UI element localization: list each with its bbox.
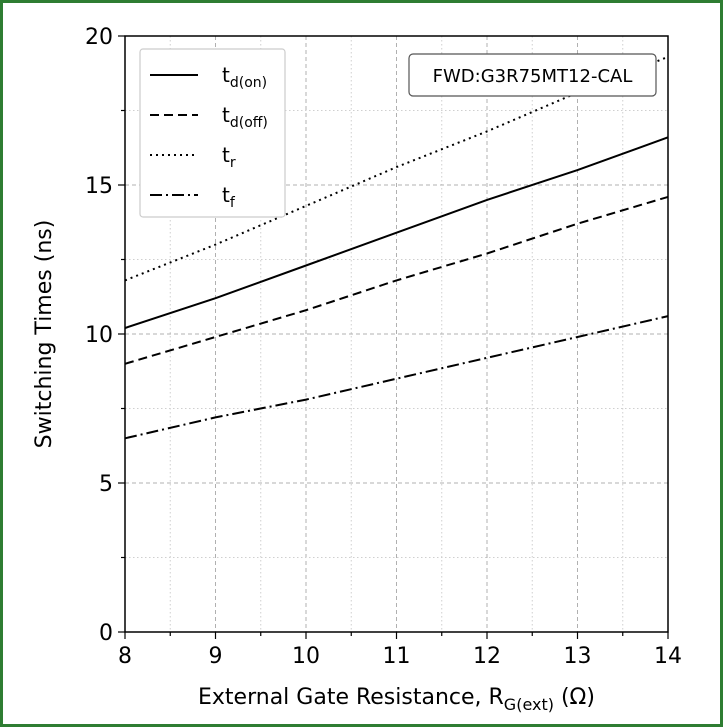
y-axis-label: Switching Times (ns)	[32, 220, 57, 449]
x-tick-label: 12	[473, 644, 501, 669]
series-line-don	[124, 136, 669, 329]
series-line-r	[124, 55, 669, 282]
series-line-doff	[124, 195, 669, 365]
x-axis-label: External Gate Resistance, RG(ext) (Ω)	[198, 685, 595, 714]
y-tick-label: 0	[99, 621, 113, 646]
legend-label: td(off)	[222, 103, 268, 131]
x-tick-label: 14	[654, 644, 682, 669]
x-tick-label: 11	[383, 644, 411, 669]
x-tick-label: 8	[118, 644, 132, 669]
x-axis-label-sub: G(ext)	[504, 695, 554, 714]
axis-ticks: 8 9 10 11 12 13 14 0 5 10 15 20	[85, 25, 682, 669]
y-tick-label: 5	[99, 472, 113, 497]
y-tick-label: 15	[85, 174, 113, 199]
x-tick-label: 10	[292, 644, 320, 669]
y-tick-label: 10	[85, 323, 113, 348]
x-tick-label: 9	[209, 644, 223, 669]
legend-label: tf	[222, 183, 236, 211]
x-axis-label-main: External Gate Resistance, R	[198, 685, 504, 710]
annotation-text: FWD:G3R75MT12-CAL	[433, 66, 633, 87]
series-lines	[124, 55, 669, 440]
legend-label: tr	[222, 143, 236, 171]
series-line-f	[124, 315, 669, 440]
annotation-box-frame	[408, 53, 657, 97]
legend-box	[139, 48, 286, 218]
annotation-box: FWD:G3R75MT12-CAL	[408, 53, 657, 97]
y-tick-label: 20	[85, 25, 113, 50]
x-axis-label-unit: (Ω)	[554, 685, 595, 710]
legend-label: td(on)	[222, 63, 267, 91]
legend: td(on) td(off) tr tf	[139, 48, 286, 218]
x-tick-label: 13	[564, 644, 592, 669]
grid	[125, 36, 668, 632]
chart-svg: 8 9 10 11 12 13 14 0 5 10 15 20 Switching Times (ns…	[32, 25, 682, 714]
